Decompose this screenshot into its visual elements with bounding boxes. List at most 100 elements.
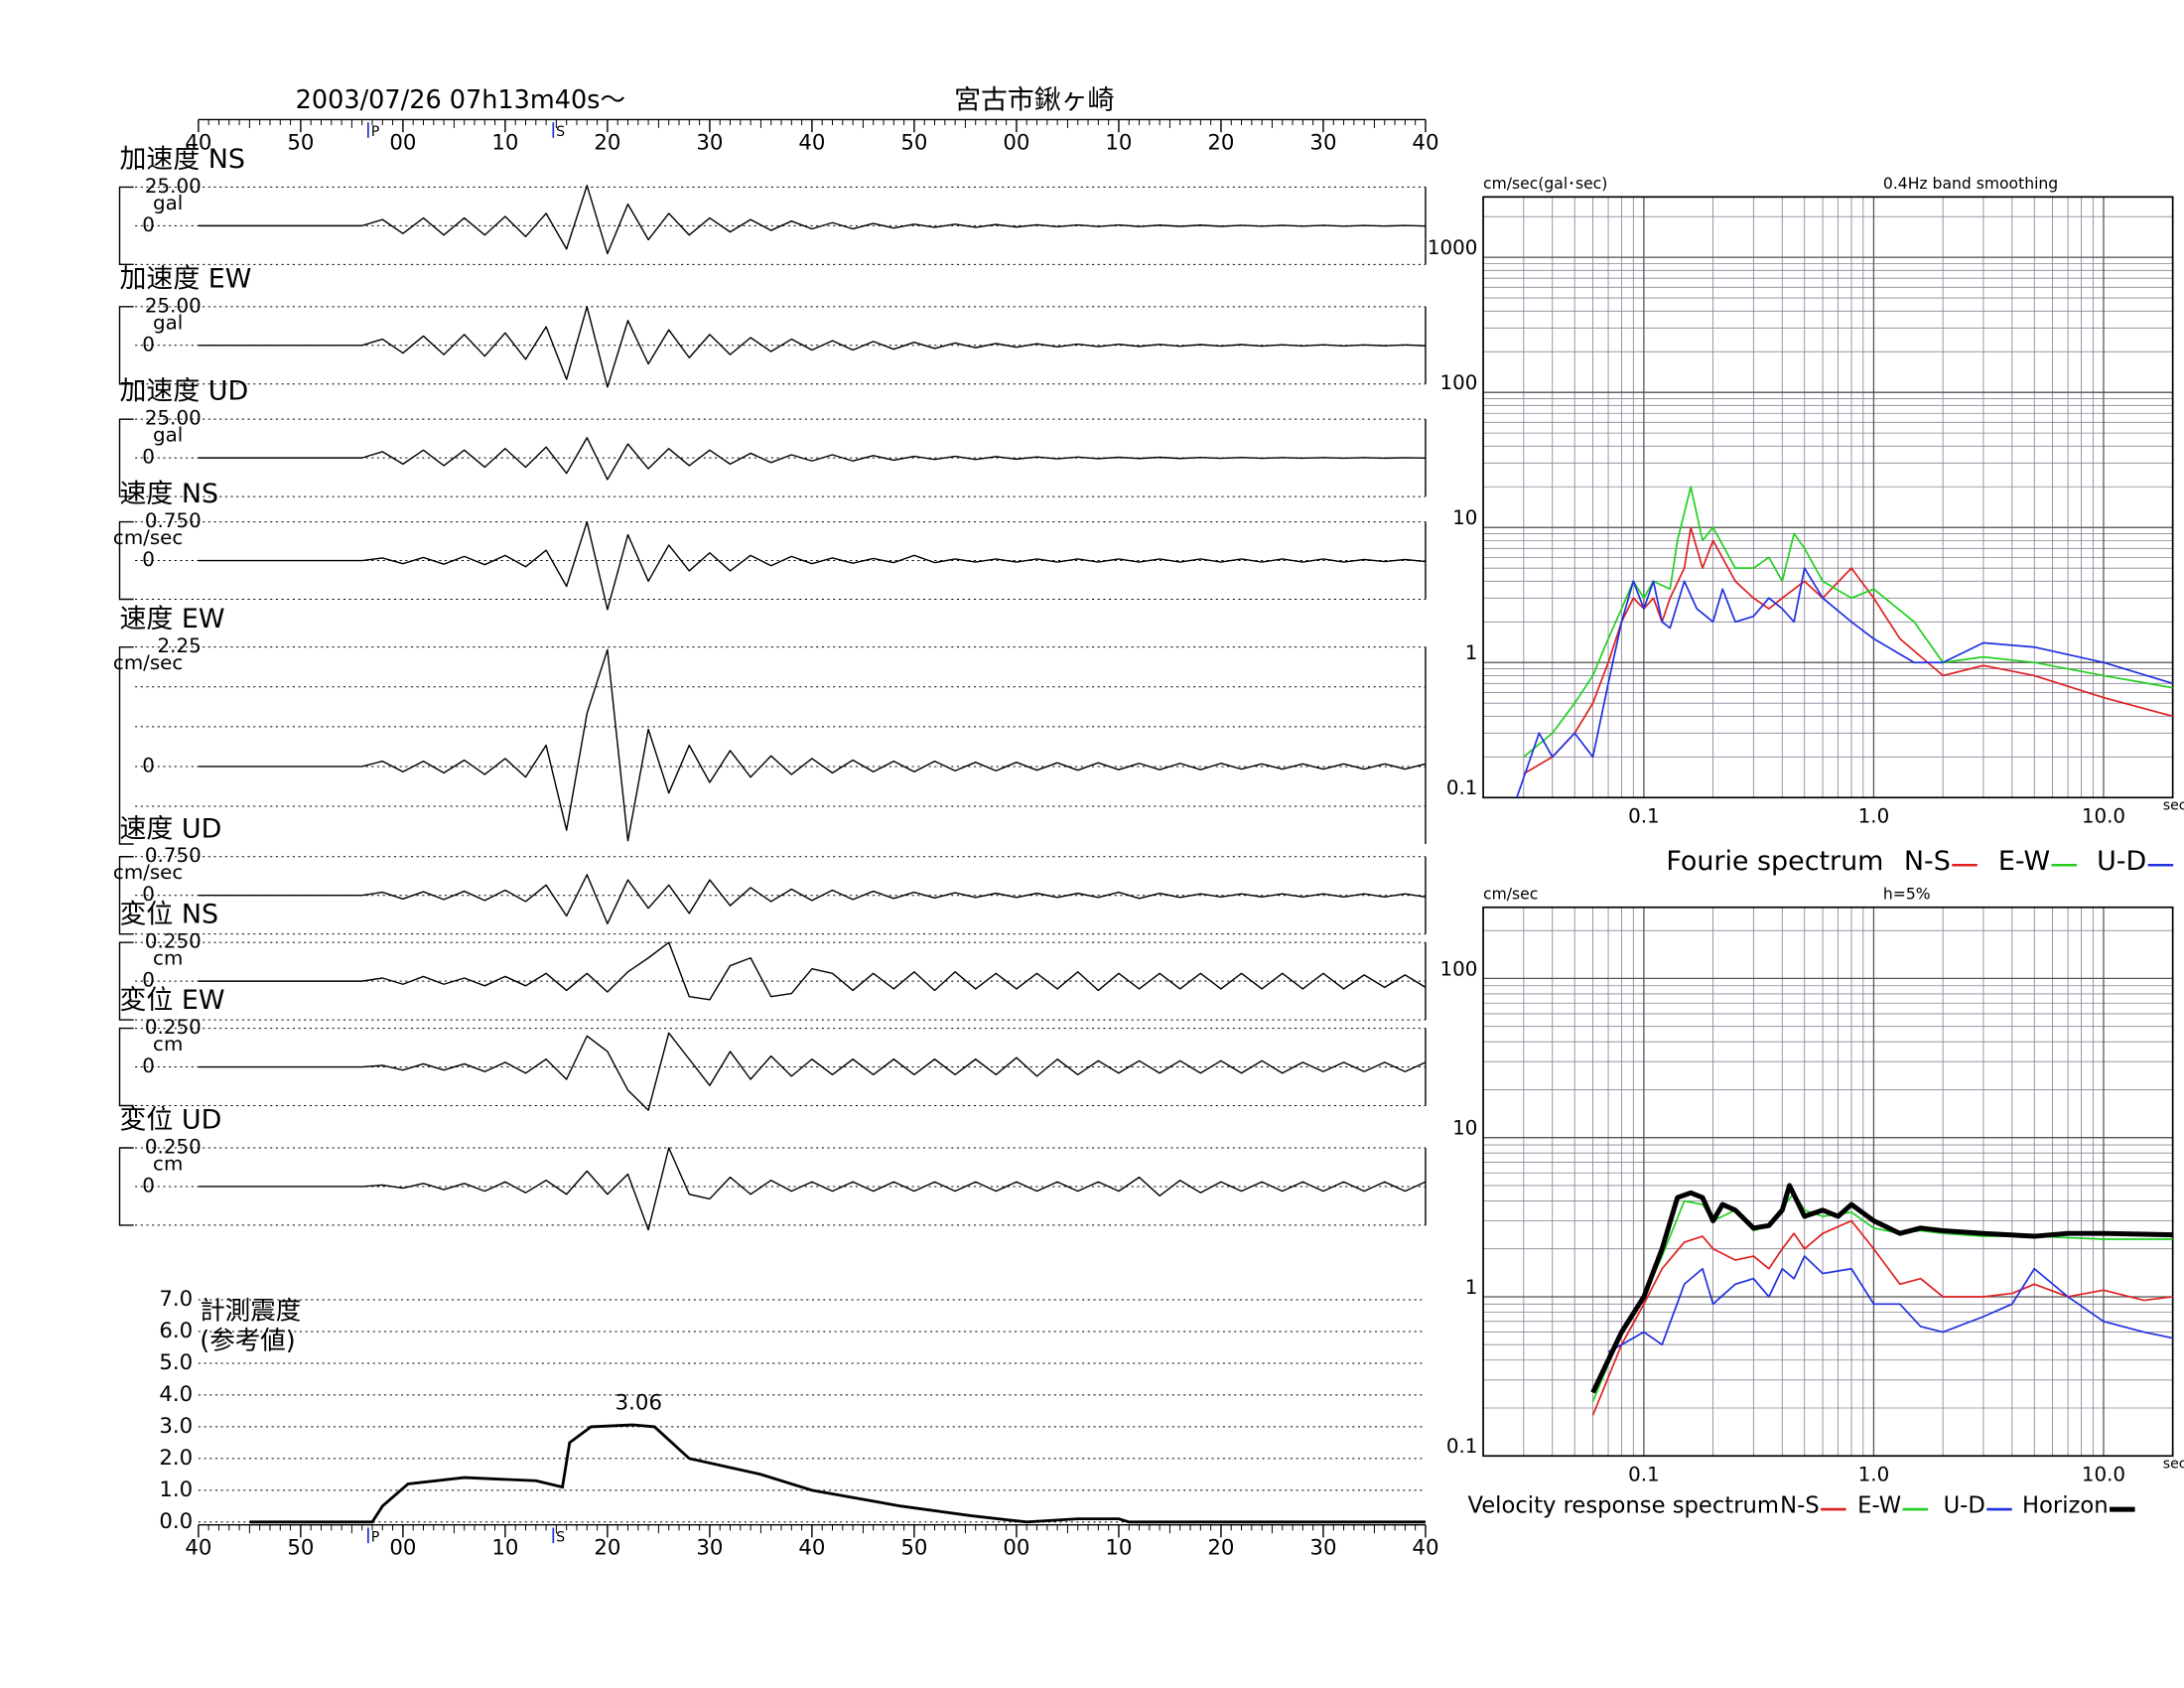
y-axis-label: cm/sec(gal･sec) — [1483, 175, 1607, 193]
time-tick-label: 20 — [1207, 1536, 1234, 1561]
panel-title: 変位 NS — [119, 900, 218, 930]
chart-title: Fourie spectrum — [1666, 846, 1883, 877]
y-tick-label: 4.0 — [159, 1382, 193, 1407]
y-tick-label: 1 — [1465, 1276, 1478, 1299]
spectrum-line — [1523, 486, 2173, 758]
panel-bracket — [118, 418, 134, 497]
waveform — [198, 941, 1427, 1001]
waveform — [198, 185, 1426, 255]
time-tick-label: 00 — [389, 131, 416, 156]
time-tick-label: 30 — [696, 1536, 723, 1561]
y-tick-label: 0.750 — [145, 509, 202, 532]
panel-bracket — [118, 645, 134, 845]
panel-title: 加速度 NS — [119, 144, 245, 175]
time-tick-label: 30 — [1309, 1536, 1336, 1561]
legend-label: U-D — [2097, 846, 2146, 877]
legend-label: U-D — [1944, 1493, 1985, 1519]
y-tick-label: 0 — [142, 1055, 155, 1077]
waveform — [198, 306, 1426, 388]
spectrum-line — [1516, 567, 2173, 798]
panel-unit: cm — [153, 1153, 183, 1176]
panel-bracket — [118, 856, 134, 935]
y-tick-label: 0 — [142, 548, 155, 571]
x-tick-label: 1.0 — [1858, 805, 1890, 828]
time-tick-label: 50 — [900, 1536, 927, 1561]
legend-label: Horizon — [2022, 1493, 2109, 1519]
x-axis-label: sec — [2163, 798, 2184, 814]
time-tick-label: 50 — [900, 131, 927, 156]
time-tick-label: 20 — [594, 131, 620, 156]
panel-bracket — [118, 941, 134, 1021]
intensity-title: 計測震度 — [200, 1297, 301, 1327]
panel-unit: cm — [153, 947, 183, 970]
spectrum-line — [1523, 526, 2173, 775]
y-tick-label: 0 — [142, 333, 155, 355]
time-tick-label: 40 — [798, 131, 825, 156]
y-tick-label: 2.25 — [158, 634, 202, 657]
y-tick-label: 0.250 — [145, 1016, 202, 1039]
x-tick-label: 10.0 — [2082, 805, 2125, 828]
y-tick-label: 2.0 — [159, 1446, 193, 1471]
waveform — [198, 648, 1427, 842]
y-axis-label: cm/sec — [1483, 886, 1538, 904]
time-tick-label: 20 — [594, 1536, 620, 1561]
time-tick-label: 30 — [696, 131, 723, 156]
panel-unit: cm — [153, 1033, 183, 1055]
panel-bracket — [118, 306, 134, 385]
time-tick-label: 40 — [798, 1536, 825, 1561]
plot-note: h=5% — [1883, 886, 1931, 904]
panel-title: 速度 NS — [119, 479, 218, 509]
panel-title: 加速度 UD — [119, 376, 248, 407]
y-tick-label: 0 — [142, 1174, 155, 1196]
legend-label: N-S — [1780, 1493, 1820, 1519]
time-tick-label: 10 — [1105, 1536, 1132, 1561]
time-tick-label: 00 — [1003, 131, 1029, 156]
intensity-line — [249, 1423, 1426, 1524]
time-tick-label: 20 — [1207, 131, 1234, 156]
waveform — [198, 1032, 1427, 1111]
phase-label: S — [556, 1529, 565, 1545]
panel-bracket — [118, 520, 134, 601]
panel-unit: gal — [153, 311, 183, 334]
panel-bracket — [118, 186, 134, 266]
panel-unit: cm/sec — [113, 526, 183, 549]
y-tick-label: 25.00 — [145, 175, 202, 198]
y-tick-label: 10 — [1452, 506, 1477, 529]
phase-label: P — [371, 124, 380, 140]
station-name: 宮古市鍬ヶ崎 — [954, 85, 1114, 116]
x-tick-label: 10.0 — [2082, 1464, 2125, 1486]
panel-title: 変位 EW — [119, 985, 224, 1016]
time-tick-label: 30 — [1309, 131, 1336, 156]
y-tick-label: 100 — [1440, 371, 1478, 394]
time-tick-label: 40 — [1412, 131, 1438, 156]
x-tick-label: 1.0 — [1858, 1464, 1890, 1486]
legend-label: N-S — [1904, 846, 1951, 877]
plot-frame — [1482, 196, 2174, 799]
waveform — [198, 437, 1426, 481]
plot-note: 0.4Hz band smoothing — [1883, 175, 2058, 193]
time-tick-label: 10 — [1105, 131, 1132, 156]
plot-frame — [1482, 906, 2174, 1458]
panel-unit: gal — [153, 192, 183, 214]
panel-bracket — [118, 1147, 134, 1226]
legend-label: E-W — [1998, 846, 2050, 877]
x-tick-label: 0.1 — [1628, 1464, 1660, 1486]
panel-unit: cm/sec — [113, 861, 183, 884]
panel-unit: gal — [153, 424, 183, 447]
time-tick-label: 50 — [287, 131, 314, 156]
y-tick-label: 0.250 — [145, 930, 202, 953]
y-tick-label: 3.0 — [159, 1414, 193, 1439]
time-tick-label: 40 — [185, 1536, 211, 1561]
y-tick-label: 0.1 — [1446, 1435, 1478, 1458]
phase-label: P — [371, 1529, 380, 1545]
phase-label: S — [556, 124, 565, 140]
panel-title: 速度 EW — [119, 604, 224, 634]
y-tick-label: 0 — [142, 754, 155, 776]
chart-title: Velocity response spectrum — [1467, 1493, 1779, 1519]
y-tick-label: 25.00 — [145, 294, 202, 317]
panel-bracket — [118, 1027, 134, 1107]
time-tick-label: 50 — [287, 1536, 314, 1561]
panel-title: 変位 UD — [119, 1105, 221, 1136]
